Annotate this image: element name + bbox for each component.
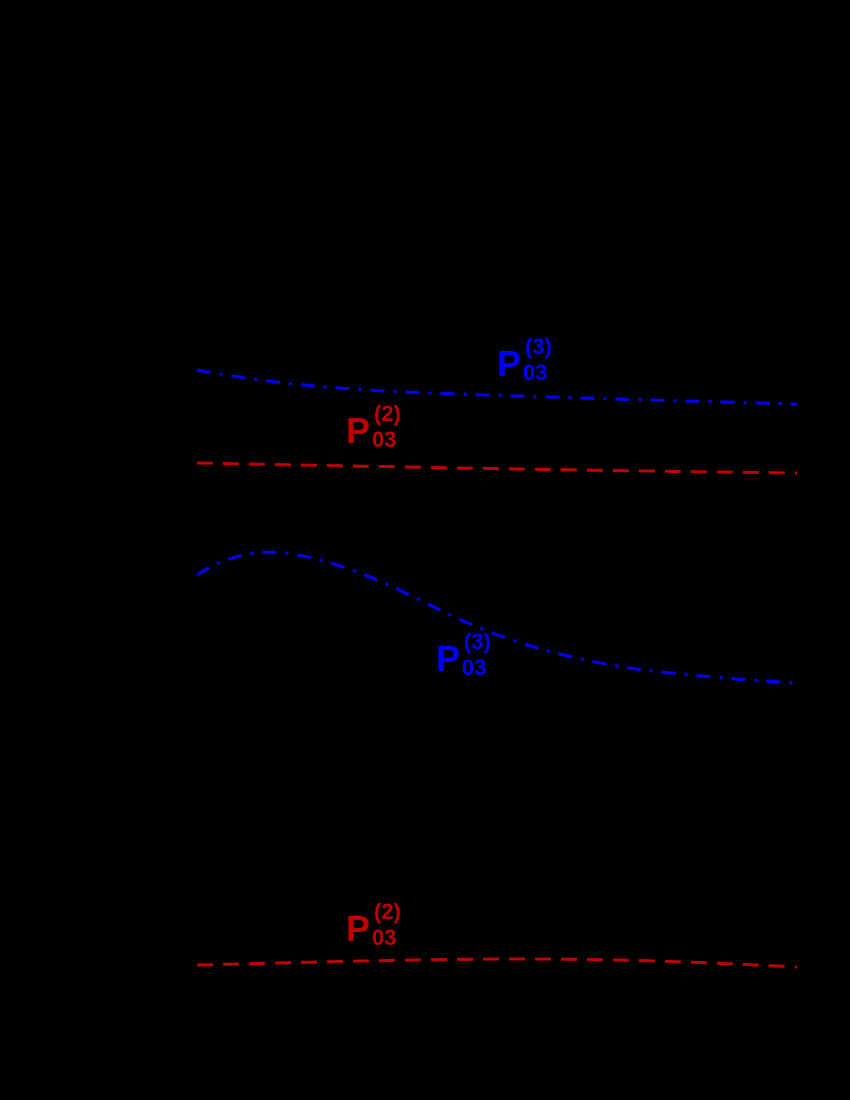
label-lower-p03-2: P (2) 03 bbox=[346, 901, 401, 949]
lower-series-p03-3 bbox=[196, 550, 798, 685]
label-subscript: 03 bbox=[372, 427, 397, 452]
label-superscript: (3) bbox=[464, 629, 491, 654]
label-upper-p03-2: P (2) 03 bbox=[346, 403, 401, 451]
label-base: P bbox=[346, 908, 371, 949]
label-upper-p03-3: P (3) 03 bbox=[497, 336, 552, 384]
label-base: P bbox=[436, 638, 461, 679]
label-base: P bbox=[497, 343, 522, 384]
label-subscript: 03 bbox=[372, 925, 397, 950]
label-superscript: (2) bbox=[374, 401, 401, 426]
label-subscript: 03 bbox=[462, 655, 487, 680]
lower-series-p03-2 bbox=[196, 957, 798, 969]
label-subscript: 03 bbox=[523, 360, 548, 385]
label-superscript: (3) bbox=[525, 334, 552, 359]
label-base: P bbox=[346, 410, 371, 451]
label-superscript: (2) bbox=[374, 899, 401, 924]
upper-series-p03-3 bbox=[196, 368, 798, 406]
upper-series-p03-2 bbox=[196, 461, 798, 475]
label-lower-p03-3: P (3) 03 bbox=[436, 631, 491, 679]
